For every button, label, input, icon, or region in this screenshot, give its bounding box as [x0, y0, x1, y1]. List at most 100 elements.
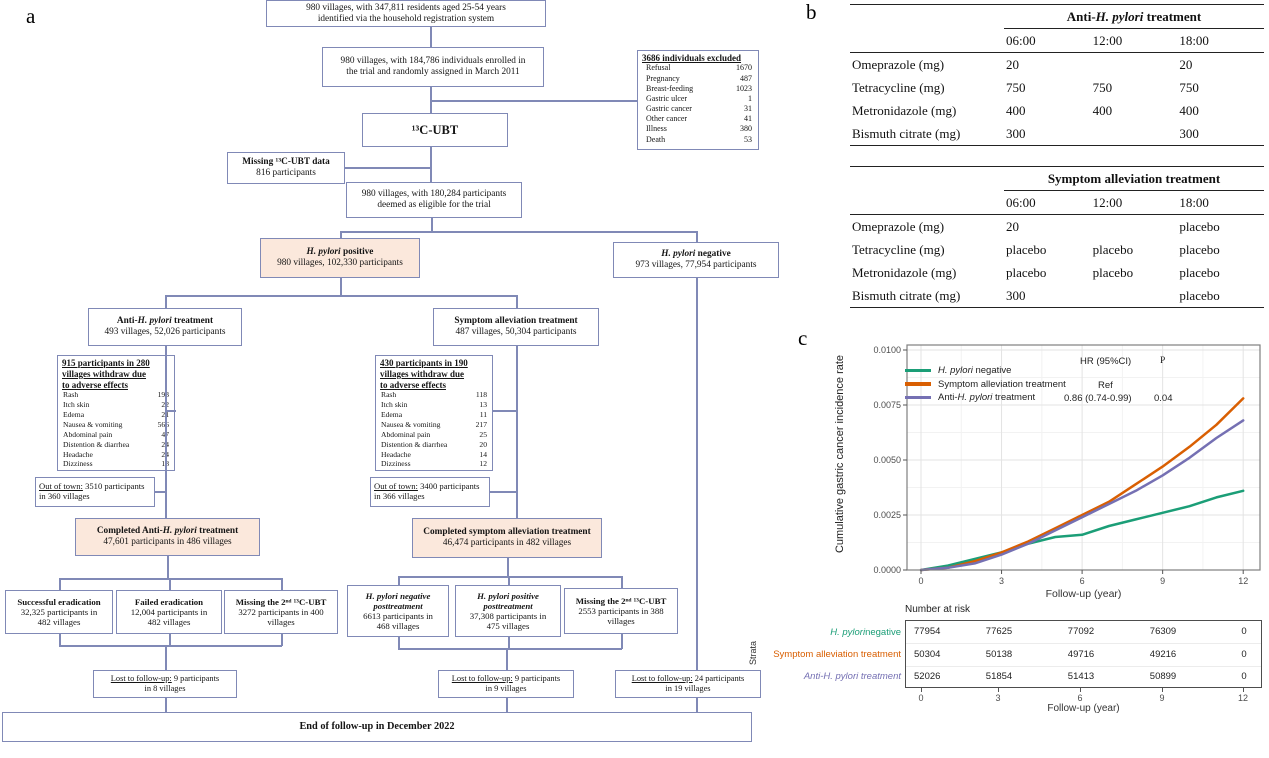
list-label: Abdominal pain	[381, 429, 431, 439]
panel-c-label: c	[798, 326, 808, 350]
risk-row-separator	[906, 666, 1261, 667]
risk-count: 0	[1241, 648, 1247, 660]
risk-row-separator	[906, 643, 1261, 644]
text-fragment: Lost to follow-up:	[631, 674, 693, 684]
list-label: Headache	[381, 449, 411, 459]
flow-box-hp-positive: H. pylori positive 980 villages, 102,330…	[260, 238, 420, 278]
list-label: Edema	[63, 410, 85, 420]
dose-cell: placebo	[1006, 241, 1047, 257]
strata-label: Anti-H. pylori treatment	[763, 666, 901, 688]
dose-cell: 20	[1006, 56, 1019, 72]
time-header: 18:00	[1177, 190, 1264, 215]
list-row: Nausea & vomiting 566	[62, 420, 170, 430]
box-line: in 9 villages	[485, 684, 527, 693]
flow-connector	[696, 278, 698, 670]
list-value: 14	[479, 449, 487, 459]
flow-connector	[59, 634, 61, 646]
dose-cell: 20	[1006, 218, 1019, 234]
flow-connector	[169, 634, 171, 646]
text-fragment: Out of town:	[374, 481, 418, 492]
text-fragment: negative	[865, 626, 901, 638]
table-row: Metronidazole (mg) placebo placebo place…	[850, 261, 1264, 284]
dose-cell: placebo	[1092, 241, 1134, 257]
risk-axis-tick-label: 0	[918, 693, 924, 703]
risk-count: 77092	[1067, 626, 1095, 637]
box-line: 980 villages, with 184,786 individuals e…	[340, 56, 526, 67]
box-title: Missing the 2ⁿᵈ ¹³C-UBT	[235, 596, 327, 607]
risk-x-axis-label: Follow-up (year)	[1047, 703, 1120, 714]
list-label: Nausea & vomiting	[63, 419, 123, 429]
list-value: 25	[479, 429, 487, 439]
dose-cell: placebo	[1177, 284, 1264, 308]
drug-label: Omeprazole (mg)	[852, 56, 945, 72]
text-fragment: negative	[972, 365, 1012, 377]
risk-count: 51413	[1067, 671, 1095, 683]
legend-item: Symptom alleviation treatment	[905, 377, 1066, 390]
list-value: 1670	[736, 63, 752, 73]
flow-connector	[165, 295, 517, 297]
hr-value: 0.86 (0.74-0.99)	[1064, 393, 1132, 404]
list-row: Itch skin22	[62, 400, 170, 410]
list-label: Pregnancy	[646, 73, 680, 83]
list-row: Headache24	[62, 450, 170, 460]
dose-cell: 400	[1092, 102, 1113, 118]
flow-connector	[165, 698, 167, 713]
flow-box-ubt: ¹³C-UBT	[362, 113, 508, 147]
dose-cell: 20	[1179, 56, 1193, 72]
box-line: 487 villages, 50,304 participants	[455, 327, 577, 337]
series-line-symptom-alleviation-treatment	[919, 397, 1245, 572]
withdraw-title: villages withdraw due	[62, 368, 147, 379]
risk-count: 50899	[1149, 671, 1177, 683]
flow-connector	[508, 576, 510, 585]
risk-table: 77954 77625 77092 76309 0 50304 50138 49716 4921…	[905, 620, 1262, 688]
risk-axis-tick	[921, 688, 922, 692]
plot-area	[907, 345, 1260, 570]
text-fragment: Out of town:	[39, 481, 83, 492]
flow-connector	[516, 295, 518, 308]
strata-labels: H. pylori negative Symptom alleviation t…	[763, 621, 901, 688]
legend-item: H. pylori negative	[905, 364, 1066, 377]
drug-label: Tetracycline (mg)	[852, 241, 945, 257]
flow-box-withdraw-symptom: 430 participants in 190 villages withdra…	[375, 355, 493, 471]
list-row: Itch skin 13	[380, 400, 488, 410]
box-title: Missing the 2ⁿᵈ ¹³C-UBT	[575, 595, 667, 606]
text-fragment: Symptom alleviation treatment	[1047, 170, 1221, 186]
flow-box-enrolled: 980 villages, with 184,786 individuals e…	[322, 47, 544, 87]
hr-header: HR (95%CI)	[1080, 356, 1132, 367]
risk-count: 50138	[985, 648, 1013, 660]
list-row: Distention & diarrhea24	[62, 440, 170, 450]
x-tick-label: 9	[1160, 576, 1165, 586]
list-row: Rash 193	[62, 390, 170, 400]
text-fragment: Completed Anti-	[96, 526, 163, 537]
flow-box-missing-2nd-ubt-anti: Missing the 2ⁿᵈ ¹³C-UBT 3272 participant…	[224, 590, 338, 634]
time-header: 12:00	[1090, 28, 1178, 53]
flow-connector	[155, 491, 166, 493]
list-label: Other cancer	[646, 114, 688, 124]
list-row: Death 53	[642, 135, 754, 145]
list-label: Rash	[63, 390, 79, 400]
flow-connector	[167, 556, 169, 578]
risk-axis-tick	[1080, 688, 1081, 692]
box-title: H. pylori negative	[365, 590, 431, 601]
p-header: P	[1160, 356, 1166, 366]
flow-connector	[398, 576, 622, 578]
dose-cell: 300	[1177, 122, 1264, 146]
drug-label: Tetracycline (mg)	[852, 79, 945, 95]
chart-legend: H. pylori negative Symptom alleviation t…	[905, 364, 1066, 404]
box-line: 2553 participants in 388	[578, 605, 664, 616]
x-tick-label: 12	[1238, 576, 1248, 586]
legend-swatch-purple	[905, 395, 931, 400]
list-row: Gastric ulcer 1	[642, 94, 754, 104]
flow-connector	[340, 231, 342, 239]
withdraw-title: to adverse effects	[380, 379, 446, 390]
list-value: 193	[157, 390, 169, 400]
risk-count: 50304	[914, 648, 941, 660]
list-value: 380	[740, 124, 752, 134]
list-label: Rash	[381, 390, 397, 400]
risk-axis-tick	[1162, 688, 1163, 692]
table-row: Omeprazole (mg) 20 placebo	[850, 215, 1264, 239]
box-line: Out of town: 3400 participants	[374, 481, 480, 492]
flow-connector	[165, 346, 167, 518]
ubt-title: ¹³C-UBT	[411, 122, 459, 137]
box-line: 980 villages, with 347,811 residents age…	[306, 2, 506, 13]
